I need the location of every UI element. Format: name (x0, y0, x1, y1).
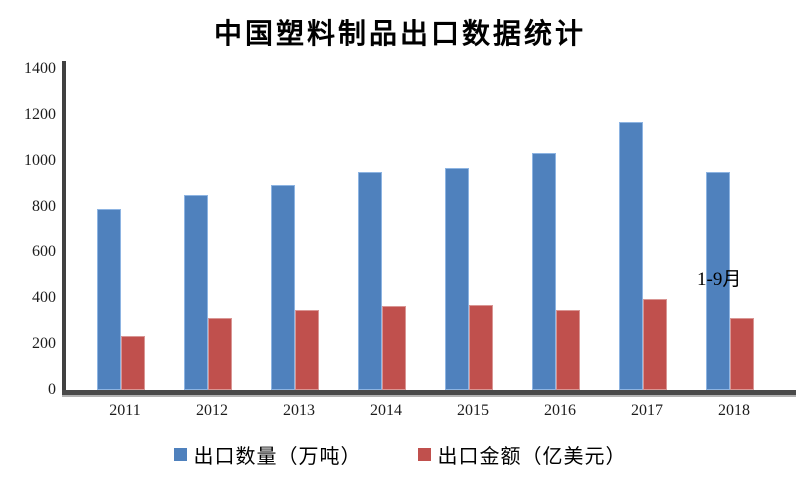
x-axis-label: 2017 (631, 402, 663, 419)
x-axis-label: 2016 (544, 402, 576, 419)
bar-volume-2012 (184, 195, 208, 390)
bar-value-2016 (556, 310, 580, 390)
x-axis-label: 2015 (457, 402, 489, 419)
x-axis-label: 2011 (109, 402, 141, 419)
bar-value-2012 (208, 318, 232, 390)
x-axis-label: 2012 (196, 402, 228, 419)
legend-label-volume: 出口数量（万吨） (193, 446, 362, 468)
y-axis-tick-label: 1000 (24, 151, 56, 169)
bar-value-2017 (643, 299, 667, 390)
x-axis-line (62, 390, 796, 395)
bar-volume-2017 (619, 122, 643, 390)
legend-label-value: 出口金额（亿美元） (437, 446, 627, 468)
bar-volume-2016 (532, 153, 556, 390)
volume-series-swatch-icon (173, 448, 187, 461)
bar-value-2018 (730, 318, 754, 390)
bar-value-2013 (295, 310, 319, 390)
y-axis-tick-label: 800 (32, 197, 56, 215)
bar-volume-2014 (358, 172, 382, 390)
y-axis-tick-label: 600 (32, 243, 56, 261)
legend: 出口数量（万吨） 出口金额（亿美元） (0, 440, 800, 469)
legend-item-value: 出口金额（亿美元） (417, 440, 627, 469)
partial-year-annotation: 1-9月 (697, 269, 742, 290)
bar-volume-2018 (706, 172, 730, 390)
y-axis-tick-label: 1200 (24, 105, 56, 123)
bar-value-2011 (121, 336, 145, 390)
x-axis-label: 2018 (718, 402, 750, 419)
bar-volume-2011 (97, 209, 121, 390)
y-axis-tick-label: 1400 (24, 60, 56, 77)
bar-volume-2013 (271, 185, 295, 390)
bar-value-2015 (469, 305, 493, 390)
y-axis-line (62, 61, 66, 391)
bar-value-2014 (382, 306, 406, 390)
y-axis-tick-label: 400 (32, 289, 56, 307)
bar-volume-2015 (445, 168, 469, 390)
value-series-swatch-icon (417, 448, 431, 461)
y-axis-tick-label: 200 (32, 335, 56, 353)
chart-title: 中国塑料制品出口数据统计 (213, 19, 586, 50)
x-axis-label: 2013 (283, 402, 315, 419)
legend-item-volume: 出口数量（万吨） (173, 440, 362, 469)
x-axis-label: 2014 (370, 402, 402, 419)
y-axis-tick-label: 0 (48, 381, 56, 398)
